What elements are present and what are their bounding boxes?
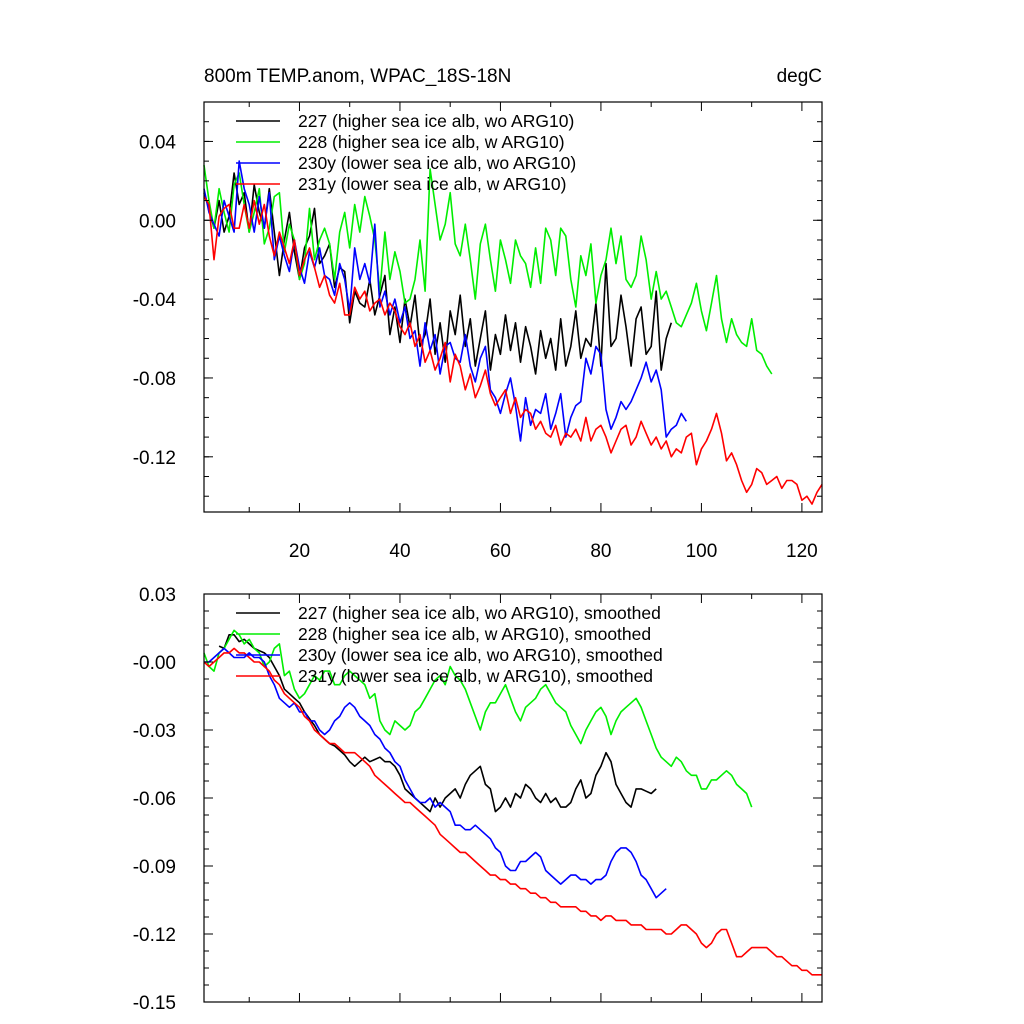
top-panel: 800m TEMP.anom, WPAC_18S-18N degC 20 40 60… (133, 66, 823, 562)
top-y-tick-label: -0.12 (133, 448, 176, 469)
bottom-y-tick-label: -0.03 (133, 721, 176, 742)
bottom-y-tick-label: -0.12 (133, 925, 176, 946)
bottom-legend-label-1: 227 (higher sea ice alb, wo ARG10), smoo… (298, 603, 661, 623)
top-chart-title: 800m TEMP.anom, WPAC_18S-18N (204, 66, 511, 87)
top-legend-label-3: 230y (lower sea ice alb, wo ARG10) (298, 153, 576, 173)
bottom-legend-label-2: 228 (higher sea ice alb, w ARG10), smoot… (298, 624, 651, 644)
top-series-lines (203, 160, 823, 505)
top-y-tick-label: -0.04 (133, 290, 177, 311)
top-legend: 227 (higher sea ice alb, wo ARG10)228 (h… (236, 111, 576, 194)
bottom-y-tick-label: -0.15 (133, 993, 176, 1014)
top-axes: 20 40 60 80 100 120 0.04 0.00 -0.04 -0.08 -0.12 (133, 101, 823, 562)
top-y-tick-label: 0.00 (139, 211, 176, 232)
top-legend-label-2: 228 (higher sea ice alb, w ARG10) (298, 132, 565, 152)
bottom-y-tick-label: 0.03 (139, 585, 176, 606)
top-x-tick-label: 60 (490, 541, 511, 562)
bottom-axes: 0.03 -0.00 -0.03 -0.06 -0.09 -0.12 -0.15 (133, 585, 823, 1014)
top-x-tick-label: 100 (686, 541, 718, 562)
top-y-tick-label: -0.08 (133, 369, 176, 390)
top-x-tick-label: 120 (786, 541, 818, 562)
top-x-tick-label: 80 (590, 541, 611, 562)
top-x-tick-label: 20 (289, 541, 310, 562)
bottom-y-tick-label: -0.00 (133, 653, 176, 674)
bottom-series-line-2 (203, 629, 753, 808)
bottom-series-line-3 (204, 647, 667, 899)
bottom-panel: 0.03 -0.00 -0.03 -0.06 -0.09 -0.12 -0.15 227 (… (133, 585, 823, 1014)
bottom-series-line-1 (218, 633, 657, 813)
top-series-line-4 (203, 196, 823, 505)
bottom-legend-label-3: 230y (lower sea ice alb, wo ARG10), smoo… (298, 645, 663, 665)
bottom-series-lines (203, 629, 822, 976)
top-x-tick-label: 40 (389, 541, 410, 562)
top-chart-units: degC (777, 66, 822, 87)
bottom-legend-label-4: 231y (lower sea ice alb, w ARG10), smoot… (298, 666, 653, 686)
bottom-y-tick-label: -0.06 (133, 789, 176, 810)
bottom-series-line-4 (203, 647, 822, 976)
top-y-tick-label: 0.04 (139, 132, 176, 153)
bottom-y-tick-label: -0.09 (133, 857, 176, 878)
bottom-legend: 227 (higher sea ice alb, wo ARG10), smoo… (236, 603, 663, 686)
top-legend-label-1: 227 (higher sea ice alb, wo ARG10) (298, 111, 574, 131)
top-series-line-1 (203, 172, 673, 375)
top-legend-label-4: 231y (lower sea ice alb, w ARG10) (298, 174, 566, 194)
top-series-line-3 (203, 160, 687, 442)
top-plot-frame (203, 101, 823, 513)
